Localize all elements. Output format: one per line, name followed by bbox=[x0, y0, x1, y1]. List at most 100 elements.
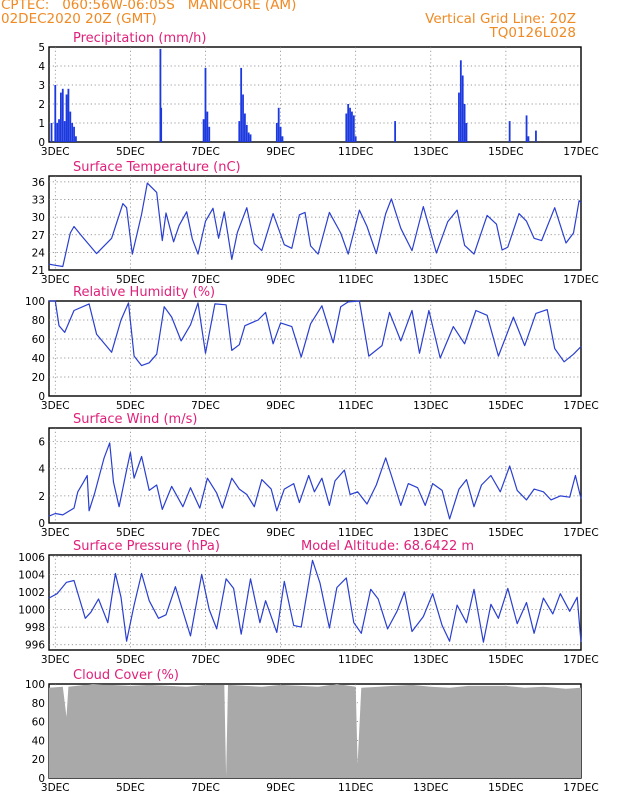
cloud-xtick-label: 13DEC bbox=[413, 782, 448, 794]
precip-xtick-label: 3DEC bbox=[41, 146, 70, 158]
precip-bar bbox=[347, 104, 350, 142]
humidity-ytick-label: 40 bbox=[32, 353, 45, 365]
precip-bar bbox=[535, 130, 537, 142]
temperature-series-line bbox=[48, 182, 582, 268]
pressure-plot-frame bbox=[48, 554, 582, 651]
wind-xtick-label: 17DEC bbox=[563, 527, 598, 539]
precip-bar bbox=[159, 48, 162, 142]
pressure-panel-title: Surface Pressure (hPa) bbox=[73, 539, 220, 554]
precip-bar bbox=[242, 94, 244, 142]
temperature-ytick-label: 33 bbox=[32, 195, 45, 207]
cloud-cover-area bbox=[48, 684, 582, 778]
header-grid-line: Vertical Grid Line: 20Z bbox=[425, 11, 576, 27]
temperature-ytick-label: 36 bbox=[32, 177, 46, 189]
precip-bar bbox=[394, 121, 397, 142]
precip-bar bbox=[459, 60, 462, 142]
pressure-xtick-label: 7DEC bbox=[191, 654, 220, 666]
temperature-ytick-label: 21 bbox=[32, 265, 45, 277]
cloud-xtick-label: 9DEC bbox=[266, 782, 295, 794]
temperature-ytick-label: 30 bbox=[32, 212, 45, 224]
cloud-ytick-label: 20 bbox=[32, 754, 45, 766]
wind-ytick-label: 6 bbox=[38, 437, 45, 449]
wind-xtick-label: 7DEC bbox=[191, 527, 220, 539]
precip-bar bbox=[160, 107, 163, 142]
precip-bar bbox=[247, 132, 250, 142]
precip-bar bbox=[50, 123, 53, 142]
humidity-ytick-label: 60 bbox=[32, 334, 45, 346]
precip-bar bbox=[352, 115, 355, 142]
precip-bar bbox=[206, 111, 209, 142]
precip-xtick-label: 15DEC bbox=[488, 146, 523, 158]
precip-plot-frame bbox=[48, 46, 582, 143]
precip-xtick-label: 5DEC bbox=[116, 146, 145, 158]
temperature-ytick-label: 27 bbox=[32, 230, 45, 242]
humidity-xtick-label: 17DEC bbox=[563, 400, 598, 412]
precip-bar bbox=[204, 67, 207, 142]
wind-panel-title: Surface Wind (m/s) bbox=[73, 412, 197, 427]
precip-bar bbox=[281, 136, 284, 142]
precip-bar bbox=[69, 111, 72, 142]
pressure-xtick-label: 13DEC bbox=[413, 654, 448, 666]
wind-xtick-label: 5DEC bbox=[116, 527, 145, 539]
temperature-xtick-label: 17DEC bbox=[563, 274, 598, 286]
pressure-xtick-label: 11DEC bbox=[338, 654, 373, 666]
precip-bar bbox=[238, 121, 241, 142]
precip-panel-title: Precipitation (mm/h) bbox=[73, 31, 206, 46]
pressure-ytick-label: 1006 bbox=[18, 552, 45, 564]
pressure-ytick-label: 996 bbox=[25, 640, 45, 652]
precip-bar bbox=[67, 88, 70, 142]
precip-bar bbox=[75, 136, 77, 142]
precip-bar bbox=[71, 123, 74, 142]
precip-ytick-label: 0 bbox=[38, 137, 45, 149]
humidity-ytick-label: 20 bbox=[32, 372, 45, 384]
pressure-xtick-label: 5DEC bbox=[116, 654, 145, 666]
cloud-ytick-label: 0 bbox=[38, 773, 45, 785]
temperature-panel-title: Surface Temperature (nC) bbox=[73, 160, 241, 175]
humidity-ytick-label: 100 bbox=[25, 296, 45, 308]
precip-bar bbox=[202, 119, 205, 142]
precip-bar bbox=[249, 134, 252, 142]
precip-ytick-label: 3 bbox=[38, 80, 45, 92]
pressure-ytick-label: 1002 bbox=[18, 587, 45, 599]
precip-bar bbox=[277, 107, 280, 142]
precip-bar bbox=[63, 121, 66, 142]
precip-bar bbox=[275, 123, 278, 142]
precip-bar bbox=[245, 124, 248, 142]
precip-bar bbox=[463, 104, 466, 142]
cloud-panel-title: Cloud Cover (%) bbox=[73, 668, 179, 683]
wind-xtick-label: 15DEC bbox=[488, 527, 523, 539]
precip-bar bbox=[60, 92, 62, 142]
pressure-ytick-label: 1000 bbox=[18, 605, 45, 617]
precip-ytick-label: 4 bbox=[38, 61, 45, 73]
temperature-xtick-label: 11DEC bbox=[338, 274, 373, 286]
precip-bar bbox=[508, 121, 511, 142]
precip-ytick-label: 1 bbox=[38, 118, 45, 130]
temperature-xtick-label: 15DEC bbox=[488, 274, 523, 286]
wind-plot-frame bbox=[48, 427, 582, 524]
header-station: CPTEC: 060:56W-06:05S MANICORE (AM) bbox=[1, 0, 297, 13]
wind-series-line bbox=[48, 442, 582, 520]
humidity-panel-title: Relative Humidity (%) bbox=[73, 285, 215, 300]
pressure-ytick-label: 1004 bbox=[18, 569, 45, 581]
cloud-ytick-label: 100 bbox=[25, 679, 45, 691]
wind-ytick-label: 4 bbox=[38, 464, 45, 476]
humidity-xtick-label: 13DEC bbox=[413, 400, 448, 412]
cloud-xtick-label: 17DEC bbox=[563, 782, 598, 794]
precip-bar bbox=[61, 88, 64, 142]
wind-xtick-label: 11DEC bbox=[338, 527, 373, 539]
precip-bar bbox=[279, 126, 282, 142]
temperature-xtick-label: 9DEC bbox=[266, 274, 295, 286]
cloud-xtick-label: 11DEC bbox=[338, 782, 373, 794]
humidity-xtick-label: 15DEC bbox=[488, 400, 523, 412]
humidity-xtick-label: 7DEC bbox=[191, 400, 220, 412]
pressure-ytick-label: 998 bbox=[25, 622, 45, 634]
header-date: 02DEC2020 20Z (GMT) bbox=[1, 11, 157, 27]
pressure-xtick-label: 15DEC bbox=[488, 654, 523, 666]
precip-xtick-label: 7DEC bbox=[191, 146, 220, 158]
humidity-series-line bbox=[48, 300, 582, 367]
precip-ytick-label: 2 bbox=[38, 99, 45, 111]
precip-xtick-label: 9DEC bbox=[266, 146, 295, 158]
pressure-annotation: Model Altitude: 68.6422 m bbox=[301, 539, 474, 554]
precip-bar bbox=[349, 107, 351, 142]
pressure-xtick-label: 9DEC bbox=[266, 654, 295, 666]
